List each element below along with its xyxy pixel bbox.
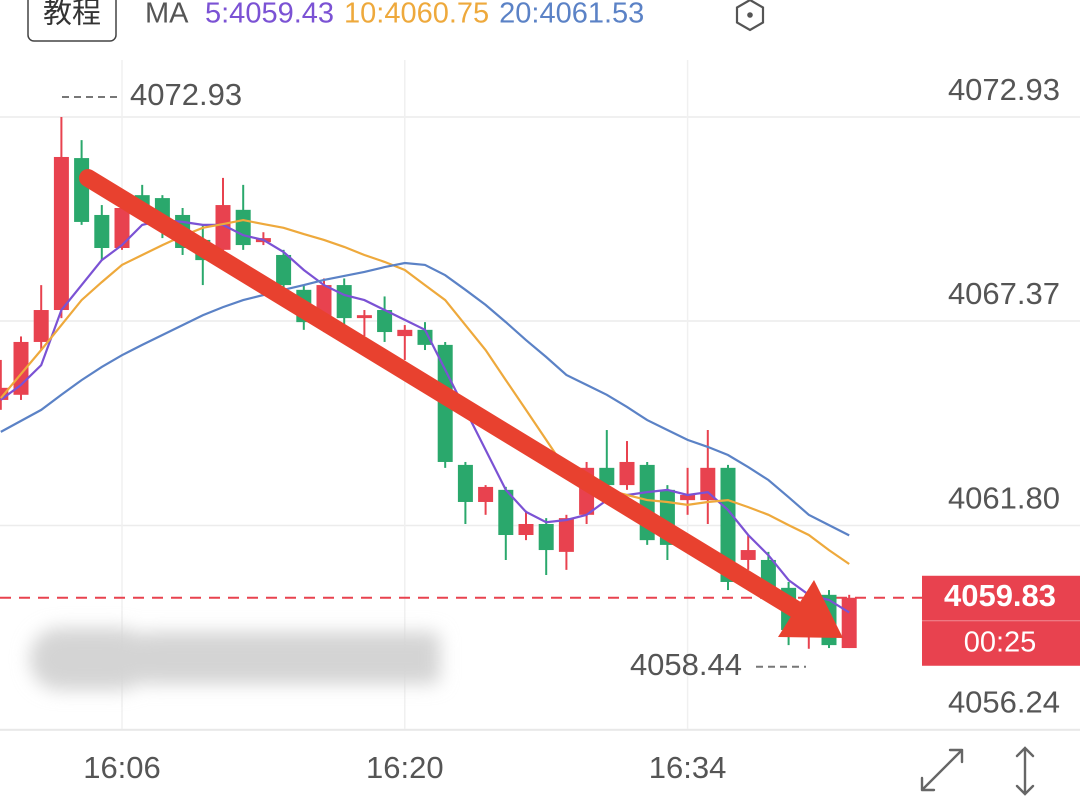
candle-body [417,329,433,345]
candle-body [538,523,554,551]
watermark [30,628,440,690]
min-marker: 4058.44 [630,647,742,682]
y-tick-label: 4067.37 [948,276,1060,311]
candle-body [457,464,473,502]
tutorial-button[interactable]: 教程 [43,0,101,30]
candle-body [94,214,110,248]
x-tick-label: 16:34 [649,750,727,785]
candle-body [740,550,756,560]
legend-entry: 10:4060.75 [344,0,489,30]
candle-body [377,310,393,333]
legend-entry: 20:4061.53 [499,0,644,30]
candle-body [558,518,574,552]
ma-line [0,218,850,565]
settings-icon-dot [747,12,753,18]
max-marker: 4072.93 [130,77,242,112]
y-tick-label: 4072.93 [948,72,1060,107]
candle-body [33,310,49,342]
candle-body [599,467,615,486]
candle-body [397,329,413,337]
settings-icon[interactable] [735,0,765,32]
candle-body [53,156,69,311]
zoom-controls[interactable] [920,746,1035,796]
candle-body [74,158,90,222]
indicator-name: MA [145,0,189,30]
y-tick-label: 4061.80 [948,481,1060,516]
candle-body [498,489,514,536]
watermark-blob [140,632,440,684]
ma-line [0,261,850,537]
legend: 5:4059.43 10:4060.75 20:4061.53 [205,0,644,30]
candle-body [841,597,857,649]
arrow-head [778,580,843,638]
candle-body [276,254,292,286]
last-price-label: 4059.83 [944,578,1056,613]
x-tick-label: 16:06 [83,750,161,785]
candle-body [215,205,231,250]
arrow-shaft [79,169,809,621]
candle-body [720,467,736,582]
candle-body [680,494,696,501]
overlay: 4072.93 4067.37 4061.80 4056.24 16:06 16:20 16… [62,72,1080,785]
candle-body [336,285,352,319]
candle-body [114,207,130,248]
button-frame[interactable] [27,0,117,42]
scale-icon[interactable] [1015,746,1035,796]
candle-body [235,209,251,246]
candle-body [478,486,494,502]
candle-body [619,461,635,486]
trend-arrow [79,169,843,638]
toolbar: 教程 MA 5:4059.43 10:4060.75 20:4061.53 [27,0,765,42]
candle-body [356,315,372,319]
legend-entry: 5:4059.43 [205,0,334,30]
x-tick-label: 16:20 [366,750,444,785]
watermark-blob [30,628,150,690]
y-tick-label: 4056.24 [948,685,1060,720]
ma-line [0,218,850,614]
countdown: 00:25 [964,626,1037,658]
candle-body [518,523,534,536]
expand-icon[interactable] [920,748,964,792]
